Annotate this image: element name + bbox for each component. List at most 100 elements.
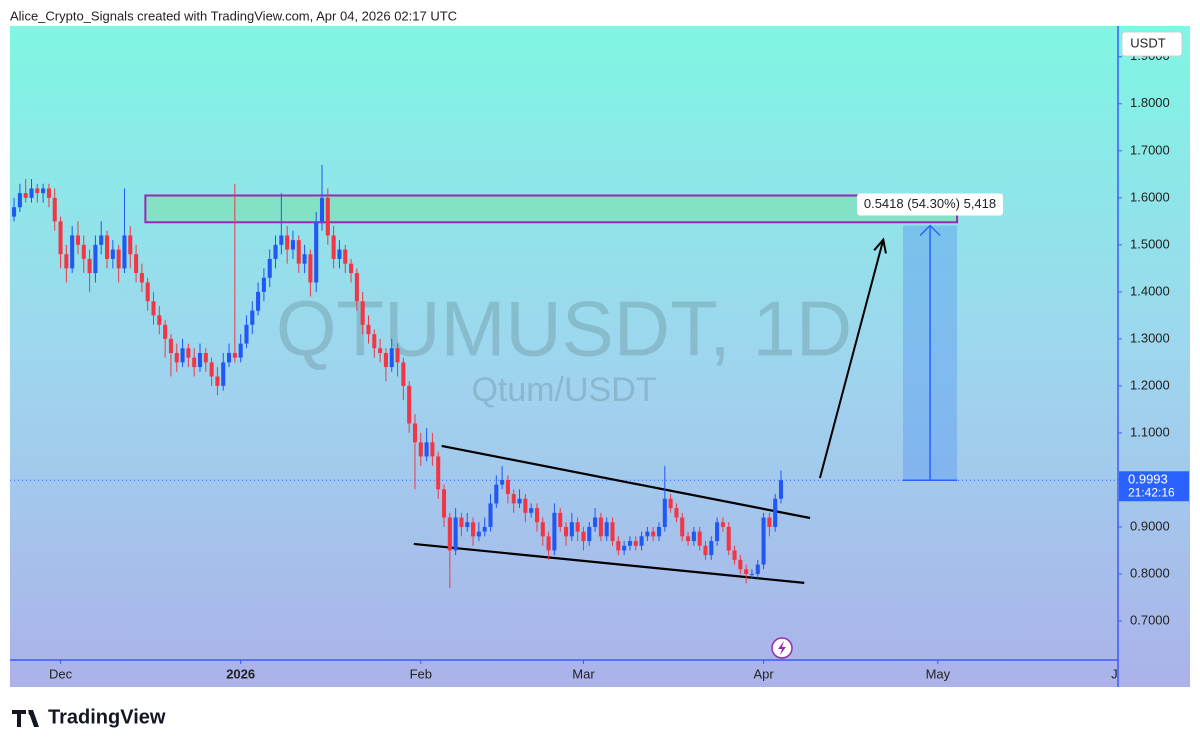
x-tick-label: Mar [572, 666, 595, 681]
candle-body [99, 235, 104, 245]
candle-body [337, 249, 342, 259]
candle-body [41, 188, 46, 194]
candle-body [87, 258, 92, 274]
candle-body [23, 193, 28, 198]
candle-body [488, 503, 493, 527]
candle-body [575, 522, 580, 532]
resistance-zone [144, 194, 959, 224]
measure-arrowhead [919, 224, 941, 237]
y-tick-label: 1.4000 [1130, 283, 1170, 298]
candle-body [267, 258, 272, 278]
candle-body [645, 531, 650, 537]
candle-body [296, 240, 301, 264]
logo-mark [12, 710, 39, 727]
candle-body [459, 517, 464, 527]
candle-body [778, 480, 784, 499]
candle-body [540, 522, 545, 537]
currency-box[interactable] [1121, 31, 1183, 57]
candle-body [17, 193, 22, 208]
candle-body [104, 235, 110, 259]
candle-body [761, 517, 766, 565]
watermark-sub: Qtum/USDT [471, 371, 656, 409]
candle-body [430, 442, 435, 457]
candle-body [215, 376, 220, 386]
candle-body [180, 348, 185, 363]
countdown: 21:42:16 [1128, 485, 1175, 499]
replay-icon[interactable] [771, 637, 793, 659]
candle-body [755, 564, 760, 574]
y-tick-label: 0.7000 [1130, 612, 1170, 627]
candle-body [174, 352, 179, 363]
candle-body [168, 338, 173, 353]
candle-body [52, 197, 57, 222]
candle-body [238, 343, 243, 358]
candle-body [331, 235, 336, 259]
arrowhead [873, 237, 887, 254]
candle-body [12, 207, 17, 217]
candle-body [639, 536, 644, 546]
candle-body [319, 197, 325, 222]
candle-body [145, 282, 150, 302]
candle-body [46, 188, 51, 198]
candle-body [383, 352, 388, 368]
y-tick-label: 1.7000 [1130, 142, 1170, 157]
y-tick-label: 1.2000 [1130, 377, 1170, 392]
candle-body [662, 498, 667, 527]
candle-body [139, 273, 144, 283]
x-tick-label: May [926, 666, 951, 681]
y-tick-label: 0.9000 [1130, 518, 1170, 533]
y-tick-label: 0.8000 [1130, 565, 1170, 580]
measure-label-box [857, 193, 1003, 216]
candle-body [691, 531, 696, 542]
candle-body [604, 522, 609, 537]
x-axis: Dec 2026 Feb Mar Apr May Ju [49, 660, 1125, 681]
candle-body [418, 442, 423, 457]
candle-body [197, 352, 203, 368]
candle-body [58, 221, 63, 255]
candle-body [616, 541, 621, 551]
projection-arrow [818, 239, 885, 479]
currency: USDT [1130, 35, 1165, 50]
candle-body [633, 541, 638, 546]
candle-body [668, 498, 673, 509]
candle-body [256, 291, 261, 311]
candle-body [110, 249, 115, 259]
x-tick-label: 2026 [226, 666, 255, 681]
last-price-label: 0.9993 [1128, 472, 1168, 487]
logo-dot [28, 710, 34, 716]
candle-body [395, 348, 400, 363]
candle-body [627, 541, 632, 546]
candle-body [749, 573, 754, 575]
candle-body [163, 324, 168, 339]
candle-body [70, 235, 75, 269]
icon-bolt [778, 641, 786, 655]
trendline [441, 444, 811, 520]
candle-body [285, 235, 290, 250]
candle-body [482, 526, 487, 532]
candle-body [610, 522, 615, 542]
watermark: QTUMUSDT, 1D [276, 285, 852, 373]
candle-body [773, 498, 778, 527]
candle-body [412, 423, 418, 443]
candle-body [587, 526, 592, 542]
candle-body [93, 244, 98, 274]
candle-body [122, 235, 127, 269]
candle-body [651, 531, 656, 537]
candle-body [697, 531, 702, 546]
candle-body [203, 352, 208, 363]
candle-body [441, 489, 447, 518]
x-tick-label: Dec [49, 666, 73, 681]
candle-body [552, 512, 557, 551]
candle-body [64, 254, 69, 269]
candle-body [534, 508, 540, 523]
candle-body [436, 456, 441, 490]
candle-body [494, 484, 499, 504]
candle-body [343, 249, 348, 264]
candle-body [366, 324, 371, 335]
candle-body [221, 362, 226, 386]
x-tick-label: Ju [1111, 666, 1125, 681]
candle-body [546, 536, 551, 551]
candle-body [523, 498, 528, 513]
candle-body [209, 362, 214, 377]
